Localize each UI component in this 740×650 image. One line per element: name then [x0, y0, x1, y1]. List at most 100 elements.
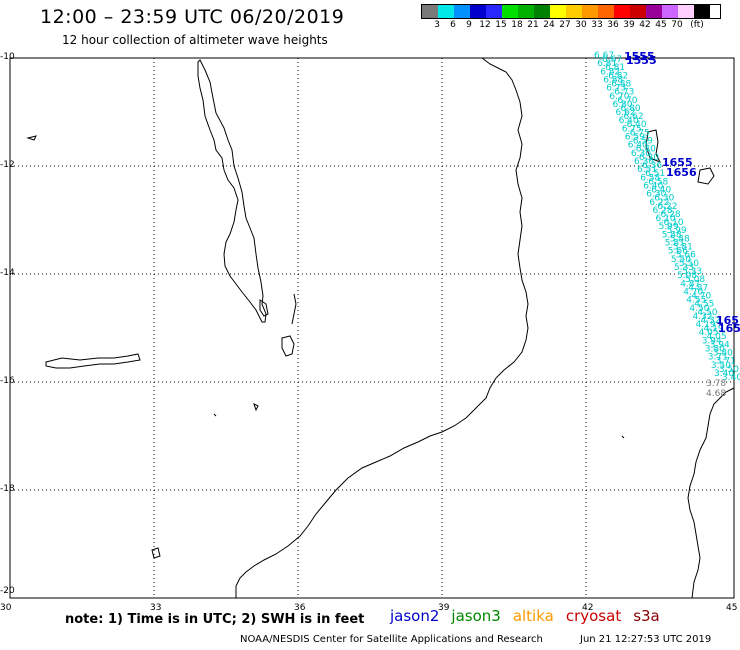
track-value-label: 6.73 — [606, 84, 626, 94]
lat-tick-label: -12 — [0, 160, 15, 170]
track-value-label: 3.80 — [705, 345, 725, 355]
track-value-label: 4.50 — [697, 308, 717, 318]
satellite-label-jason3: jason3 — [451, 607, 501, 625]
legend-label: 70 — [671, 20, 683, 30]
satellite-label-jason2: jason2 — [390, 607, 440, 625]
track-value-label: 6.75 — [622, 124, 642, 134]
lat-tick-label: -16 — [0, 376, 15, 386]
wave-height-legend: 3 6 9 12 15 18 21 24 27 30 33 36 39 42 45 70 (ft) — [421, 4, 721, 33]
lat-tick-label: -14 — [0, 268, 15, 278]
track-value-label: 5.99 — [667, 226, 687, 236]
track-value-label: 5.81 — [665, 239, 685, 249]
track-value-label: 6.28 — [653, 206, 673, 216]
track-value-label: 6.30 — [646, 190, 666, 200]
legend-label: 36 — [607, 20, 619, 30]
track-value-label: 6.70 — [617, 96, 637, 106]
legend-swatch — [566, 5, 582, 18]
track-value-label: 6.80 — [613, 100, 633, 110]
track-value-label: 6.73 — [614, 88, 634, 98]
track-value-label: 5.88 — [670, 234, 690, 244]
legend-swatch — [486, 5, 502, 18]
lon-tick-label: 30 — [0, 603, 12, 613]
small-island-south — [151, 547, 161, 559]
track-value-label: 4.87 — [688, 283, 708, 293]
legend-label: 9 — [466, 20, 472, 30]
note-text: note: 1) Time is in UTC; 2) SWH is in fe… — [65, 612, 365, 627]
track-value-label: 6.40 — [628, 141, 648, 151]
legend-label: 45 — [655, 20, 667, 30]
map-frame — [9, 57, 735, 599]
track-value-label: 6.81 — [605, 63, 625, 73]
track-value-label: 5.66 — [676, 251, 696, 261]
track-value-label: 4.55 — [686, 296, 706, 306]
track-value-label: 3.80 — [713, 349, 733, 359]
track-value-label: 3.94 — [702, 336, 722, 346]
lon-tick-label: 39 — [438, 603, 450, 613]
satellite-label-cryosat: cryosat — [565, 607, 622, 625]
track-value-label: 6.30 — [654, 194, 674, 204]
track-value-label: 6.82 — [600, 67, 620, 77]
track-value-label: 6.82 — [608, 71, 628, 81]
track-value-label: 4.32 — [693, 312, 713, 322]
track-value-label: 6.36 — [634, 157, 654, 167]
track-value-label: 6.40 — [627, 120, 647, 130]
small-dot-2 — [621, 435, 625, 439]
track-value-label: 3.50 — [711, 361, 731, 371]
altimeter-track: 6.676.676.816.816.826.826.886.886.736.73… — [594, 51, 740, 399]
track-value-label: 6.62 — [616, 108, 636, 118]
satellite-label-altika: altika — [512, 607, 554, 625]
lon-tick-label: 42 — [582, 603, 594, 613]
comoros-island-1 — [645, 129, 662, 163]
altimeter-map[interactable]: 6.67 6.67 6.81 6.81 6.82 6.82 6.88 6.88 6.73 6.73… — [0, 50, 740, 613]
small-island-mid — [253, 403, 259, 412]
lat-tick-label: -20 — [0, 586, 15, 596]
legend-swatch — [422, 5, 438, 18]
track-end-value: 4.68 — [706, 389, 726, 399]
footer-timestamp: Jun 21 12:27:53 UTC 2019 — [580, 634, 712, 645]
small-island-west — [26, 135, 37, 141]
legend-swatch — [470, 5, 486, 18]
track-value-label: 6.36 — [642, 161, 662, 171]
legend-swatch — [678, 5, 694, 18]
track-time-label: 1655 — [662, 156, 693, 169]
track-value-label: 6.40 — [636, 145, 656, 155]
small-dot-1 — [213, 413, 217, 417]
track-value-label: 3.40 — [722, 373, 740, 383]
track-value-label: 4.70 — [691, 292, 711, 302]
legend-label: 12 — [479, 20, 491, 30]
legend-swatch — [694, 5, 710, 18]
track-time-label: 1555 — [626, 54, 657, 67]
track-value-label: 6.10 — [664, 218, 684, 228]
track-value-label: 4.32 — [701, 316, 721, 326]
legend-label: 21 — [527, 20, 539, 30]
track-value-label: 5.50 — [671, 255, 691, 265]
track-value-label: 6.30 — [639, 153, 659, 163]
mozambique-coastline — [235, 57, 529, 598]
track-value-label: 5.33 — [682, 267, 702, 277]
legend-label: (ft) — [690, 20, 704, 30]
lake-malawi-outline — [197, 59, 267, 323]
legend-labels: 3 6 9 12 15 18 21 24 27 30 33 36 39 42 45 70 (ft) — [421, 19, 721, 33]
track-value-label: 6.51 — [637, 165, 657, 175]
lat-tick-label: -10 — [0, 52, 15, 62]
lon-tick-label: 33 — [150, 603, 162, 613]
lon-tick-label: 36 — [294, 603, 306, 613]
legend-label: 3 — [434, 20, 440, 30]
track-value-label: 3.71 — [708, 353, 728, 363]
comoros-island-2 — [697, 167, 715, 185]
legend-swatch — [550, 5, 566, 18]
track-value-label: 6.30 — [631, 149, 651, 159]
track-value-label: 5.66 — [668, 247, 688, 257]
track-value-label: 6.28 — [661, 210, 681, 220]
track-value-label: 5.99 — [659, 222, 679, 232]
track-value-label: 6.58 — [640, 173, 660, 183]
legend-swatch — [582, 5, 598, 18]
track-value-label: 6.75 — [630, 128, 650, 138]
legend-swatch — [630, 5, 646, 18]
track-value-label: 6.10 — [656, 214, 676, 224]
track-value-label: 5.88 — [662, 230, 682, 240]
track-value-label: 5.81 — [673, 243, 693, 253]
lake-chilwa-outline — [281, 335, 295, 357]
lake-malombe-outline — [259, 299, 269, 317]
track-value-label: 3.71 — [716, 357, 736, 367]
